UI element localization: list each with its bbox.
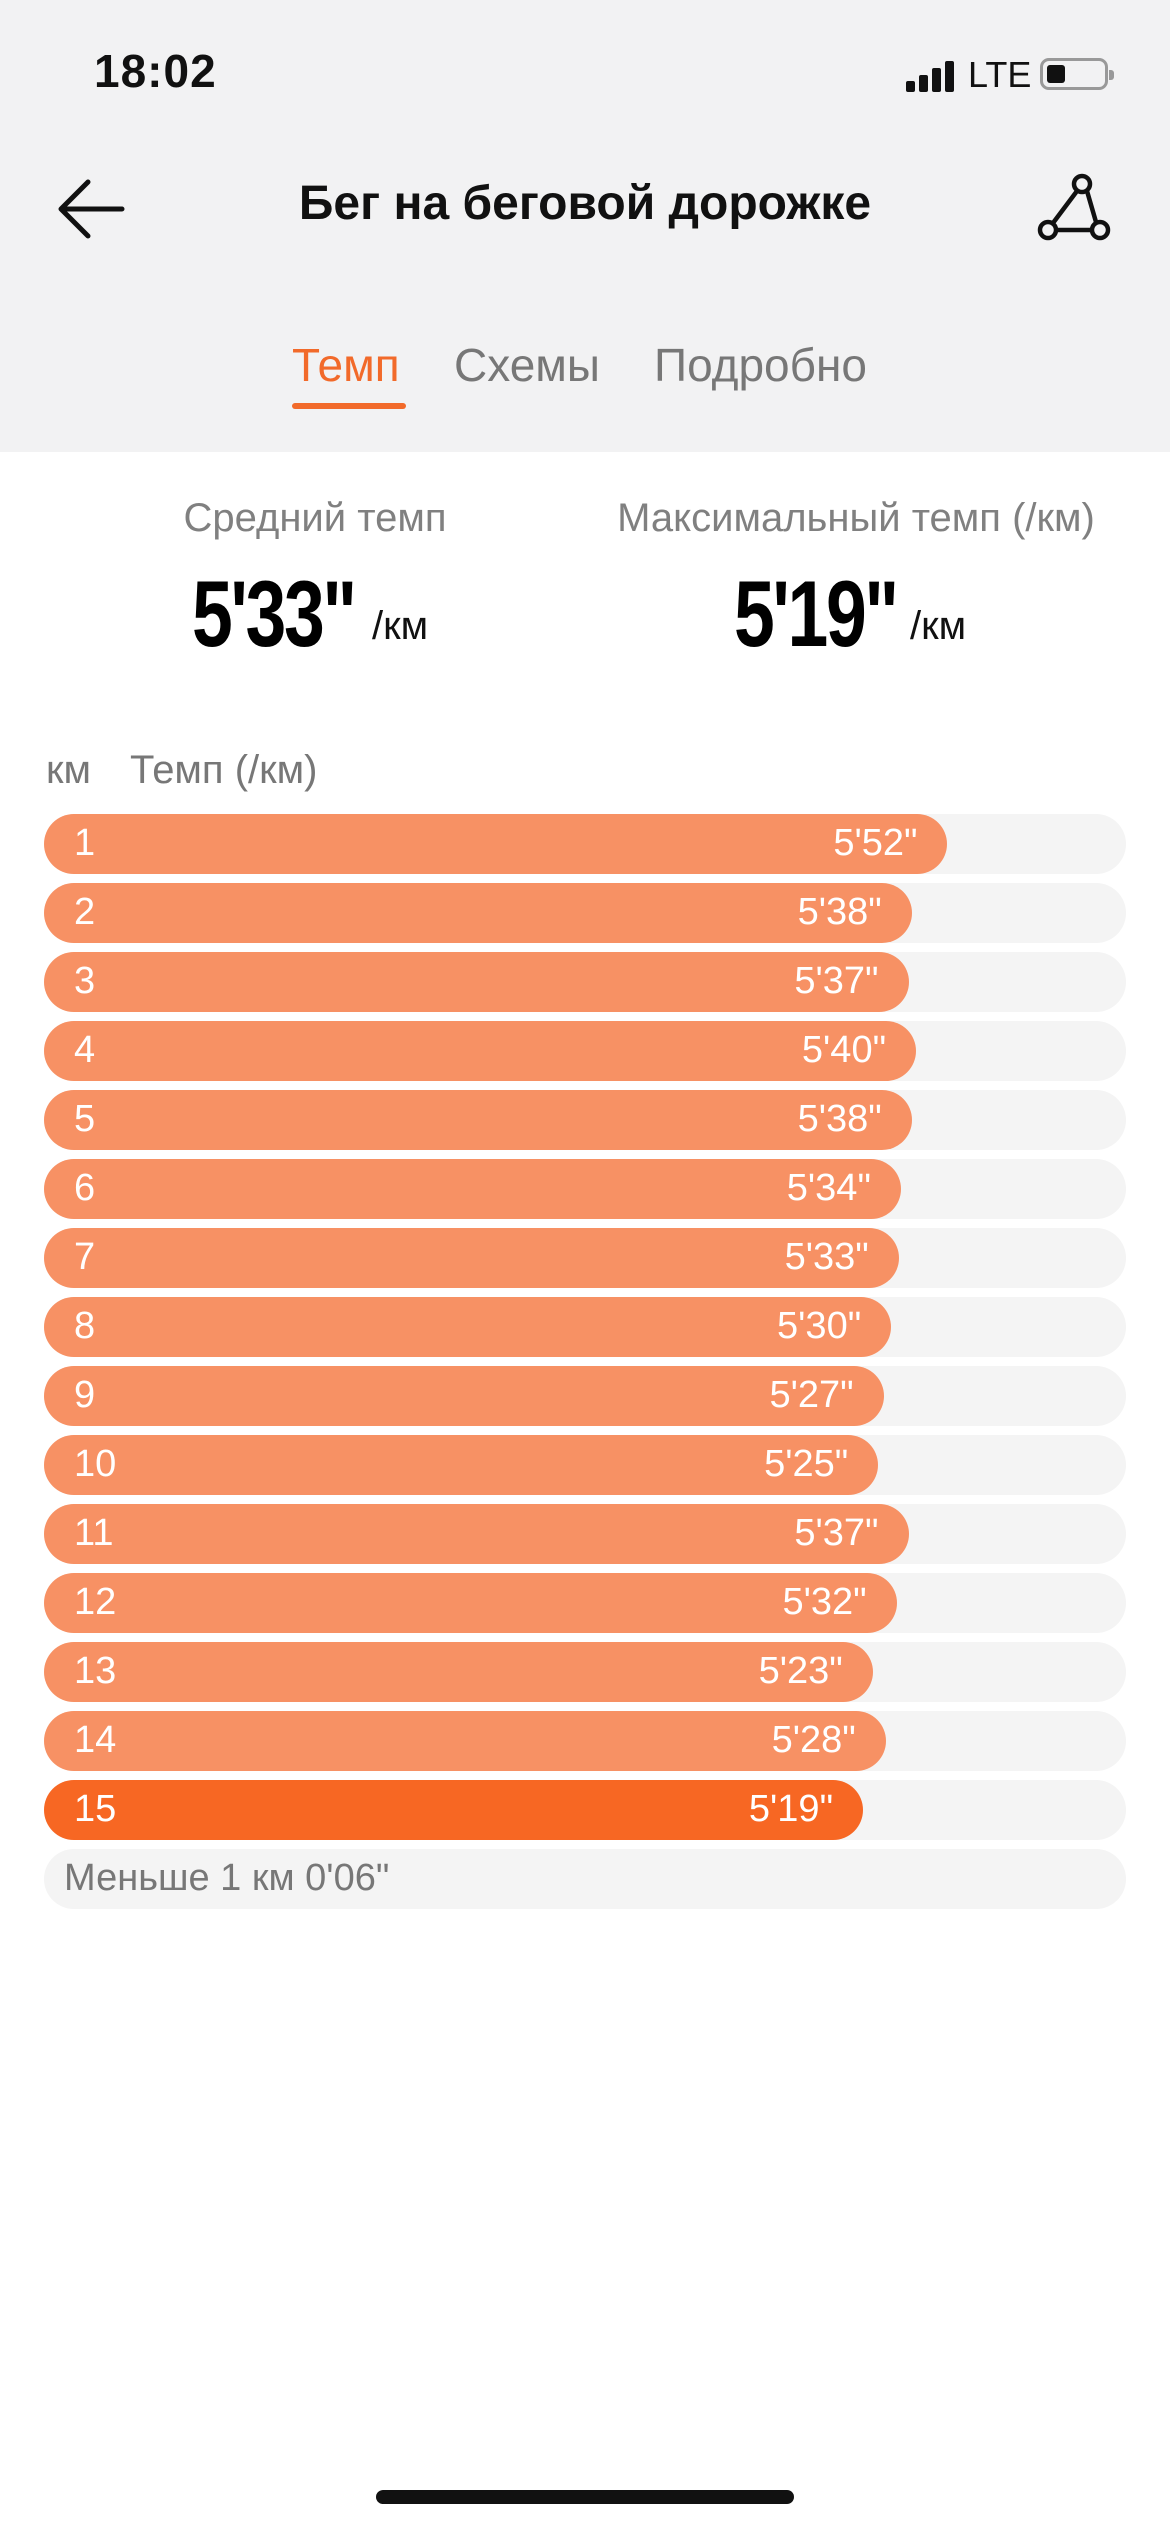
split-row: 6 5'34" (44, 1159, 1126, 1219)
split-list: 1 5'52" 2 5'38" 3 5'37" 4 5'40" 5 5'38" 6 5'34" 7 5'3… (44, 814, 1126, 1909)
split-pace: 5'33" (784, 1236, 869, 1278)
top-panel (0, 0, 1170, 452)
split-km: 13 (74, 1650, 117, 1692)
split-pace: 5'27" (769, 1374, 854, 1416)
split-km: 12 (74, 1581, 117, 1623)
split-bar: 3 5'37" (44, 952, 909, 1012)
split-km: 4 (74, 1029, 96, 1071)
split-pace: 5'30" (777, 1305, 862, 1347)
split-km: 2 (74, 891, 96, 933)
avg-pace-value: 5'33" (192, 561, 357, 666)
column-km-header: км (46, 748, 91, 792)
split-pace: 5'38" (797, 891, 882, 933)
split-km: 9 (74, 1374, 96, 1416)
split-row: 9 5'27" (44, 1366, 1126, 1426)
split-bar: 4 5'40" (44, 1021, 917, 1081)
tab-details[interactable]: Подробно (654, 339, 867, 391)
split-km: 8 (74, 1305, 96, 1347)
split-row: 13 5'23" (44, 1642, 1126, 1702)
split-km: 3 (74, 960, 96, 1002)
split-bar: 8 5'30" (44, 1297, 892, 1357)
split-km: 15 (74, 1788, 117, 1830)
split-row: 1 5'52" (44, 814, 1126, 874)
avg-pace-label: Средний темп (183, 496, 447, 540)
network-label: LTE (968, 54, 1032, 95)
split-pace: 5'37" (794, 960, 879, 1002)
column-pace-header: Темп (/км) (130, 748, 318, 792)
remainder-row: Меньше 1 км 0'06" (44, 1849, 1126, 1909)
tab-bar: Темп Схемы Подробно (0, 338, 1170, 418)
split-pace: 5'34" (786, 1167, 871, 1209)
tab-charts[interactable]: Схемы (454, 339, 600, 391)
tab-pace[interactable]: Темп (292, 339, 400, 391)
split-pace: 5'25" (764, 1443, 849, 1485)
status-time: 18:02 (94, 45, 217, 97)
avg-pace-unit: /км (372, 604, 429, 648)
split-bar: 11 5'37" (44, 1504, 909, 1564)
split-pace: 5'38" (797, 1098, 882, 1140)
split-row: 5 5'38" (44, 1090, 1126, 1150)
tab-active-indicator (292, 403, 406, 409)
split-km: 6 (74, 1167, 96, 1209)
split-row: 4 5'40" (44, 1021, 1126, 1081)
split-bar: 14 5'28" (44, 1711, 886, 1771)
split-row: 11 5'37" (44, 1504, 1126, 1564)
split-pace: 5'40" (801, 1029, 887, 1071)
max-pace-value: 5'19" (734, 561, 899, 666)
split-row: 14 5'28" (44, 1711, 1126, 1771)
split-row: 10 5'25" (44, 1435, 1126, 1495)
split-km: 14 (74, 1719, 117, 1761)
split-row: 15 5'19" (44, 1780, 1126, 1840)
split-row: 2 5'38" (44, 883, 1126, 943)
split-bar: 15 5'19" (44, 1780, 864, 1840)
page-title: Бег на беговой дорожке (298, 177, 872, 230)
share-icon (1037, 173, 1111, 241)
split-km: 5 (74, 1098, 96, 1140)
split-bar: 1 5'52" (44, 814, 948, 874)
split-pace: 5'28" (771, 1719, 856, 1761)
split-bar: 5 5'38" (44, 1090, 912, 1150)
battery-icon (1040, 58, 1114, 90)
split-km: 10 (74, 1443, 117, 1485)
max-pace-label: Максимальный темп (/км) (617, 496, 1095, 540)
split-row: 8 5'30" (44, 1297, 1126, 1357)
split-bar: 6 5'34" (44, 1159, 901, 1219)
split-bar: 13 5'23" (44, 1642, 873, 1702)
split-pace: 5'32" (782, 1581, 867, 1623)
share-button[interactable] (1036, 172, 1112, 244)
split-row: 3 5'37" (44, 952, 1126, 1012)
arrow-left-icon (58, 179, 125, 239)
back-button[interactable] (56, 178, 126, 240)
split-km: 11 (74, 1512, 114, 1554)
split-row: 12 5'32" (44, 1573, 1126, 1633)
signal-icon (906, 60, 954, 92)
remainder-label: Меньше 1 км 0'06" (64, 1857, 390, 1899)
split-pace: 5'52" (833, 822, 918, 864)
split-bar: 7 5'33" (44, 1228, 899, 1288)
split-pace: 5'23" (758, 1650, 843, 1692)
split-bar: 2 5'38" (44, 883, 912, 943)
split-bar: 10 5'25" (44, 1435, 879, 1495)
max-pace-unit: /км (910, 604, 967, 648)
split-pace: 5'37" (794, 1512, 879, 1554)
split-bar: 9 5'27" (44, 1366, 884, 1426)
home-indicator (376, 2490, 794, 2504)
split-row: 7 5'33" (44, 1228, 1126, 1288)
split-bar: 12 5'32" (44, 1573, 897, 1633)
split-km: 1 (74, 822, 96, 864)
split-pace: 5'19" (748, 1788, 834, 1830)
split-km: 7 (74, 1236, 96, 1278)
